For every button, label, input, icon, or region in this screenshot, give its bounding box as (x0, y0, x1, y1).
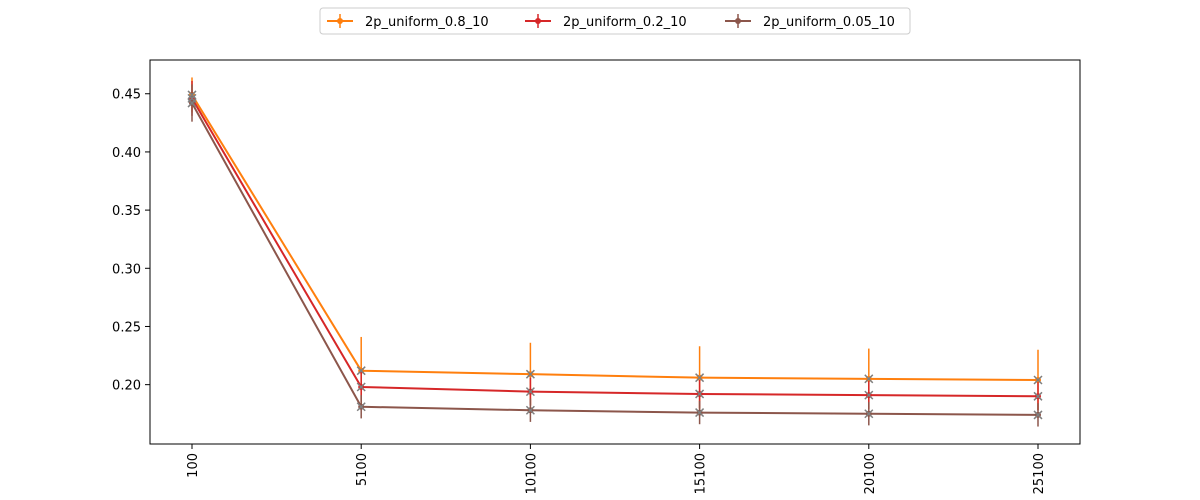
legend-item: 2p_uniform_0.05_10 (725, 14, 895, 30)
x-marker-stroke (864, 390, 874, 400)
x-marker-stroke (525, 369, 535, 379)
legend-item: 2p_uniform_0.2_10 (525, 14, 687, 30)
series-1 (189, 80, 1041, 411)
axes: 0.20 0.25 0.30 0.35 0.40 0.45 100 5100 10100 1510… (112, 59, 1081, 494)
x-marker-stroke (525, 405, 535, 415)
x-marker (1033, 410, 1043, 420)
x-marker-stroke (695, 389, 705, 399)
legend-label: 2p_uniform_0.8_10 (365, 15, 489, 30)
x-tick-label: 20100 (863, 453, 878, 494)
x-marker (695, 389, 705, 399)
x-tick-label: 10100 (524, 453, 539, 494)
x-marker-stroke (187, 90, 197, 100)
y-tick-label: 0.40 (112, 146, 141, 161)
legend-marker (337, 18, 343, 24)
x-marker (356, 366, 366, 376)
x-marker (525, 405, 535, 415)
x-marker-stroke (356, 382, 366, 392)
x-tick-label: 25100 (1032, 453, 1047, 494)
x-marker-stroke (864, 409, 874, 419)
x-marker (864, 390, 874, 400)
y-tick-label: 0.30 (112, 262, 141, 277)
legend-marker (535, 18, 541, 24)
legend-label: 2p_uniform_0.05_10 (763, 15, 895, 30)
legend-item: 2p_uniform_0.8_10 (327, 14, 489, 30)
x-tick-label: 100 (186, 453, 201, 478)
x-tick-label: 5100 (355, 453, 370, 486)
x-marker-stroke (864, 374, 874, 384)
series-0 (189, 77, 1041, 411)
y-tick-label: 0.25 (112, 320, 141, 335)
x-marker (187, 90, 197, 100)
x-marker (187, 98, 197, 108)
series-line (191, 94, 1039, 381)
x-marker (525, 387, 535, 397)
legend: 2p_uniform_0.8_10 2p_uniform_0.2_10 2p_uni… (319, 7, 911, 35)
x-marker (525, 369, 535, 379)
x-tick-label: 15100 (694, 453, 709, 494)
plot-area (187, 77, 1043, 427)
x-marker-stroke (695, 373, 705, 383)
x-marker-stroke (356, 402, 366, 412)
y-tick-label: 0.45 (112, 88, 141, 103)
x-marker (695, 373, 705, 383)
x-marker-stroke (695, 408, 705, 418)
overlay-markers (187, 90, 1043, 420)
series-line (191, 102, 1039, 416)
x-marker (356, 382, 366, 392)
x-marker (1033, 391, 1043, 401)
x-marker-stroke (525, 387, 535, 397)
x-marker (864, 409, 874, 419)
x-marker (356, 402, 366, 412)
x-marker-stroke (1033, 391, 1043, 401)
y-tick-label: 0.35 (112, 204, 141, 219)
legend-box (319, 7, 911, 35)
y-tick-label: 0.20 (112, 379, 141, 394)
series-line (191, 97, 1039, 398)
x-marker-stroke (1033, 375, 1043, 385)
x-marker (1033, 375, 1043, 385)
x-marker-stroke (187, 98, 197, 108)
x-marker (695, 408, 705, 418)
x-marker-stroke (356, 366, 366, 376)
x-marker (864, 374, 874, 384)
plot-frame (149, 59, 1081, 445)
legend-marker (735, 18, 741, 24)
x-marker-stroke (1033, 410, 1043, 420)
legend-label: 2p_uniform_0.2_10 (563, 15, 687, 30)
